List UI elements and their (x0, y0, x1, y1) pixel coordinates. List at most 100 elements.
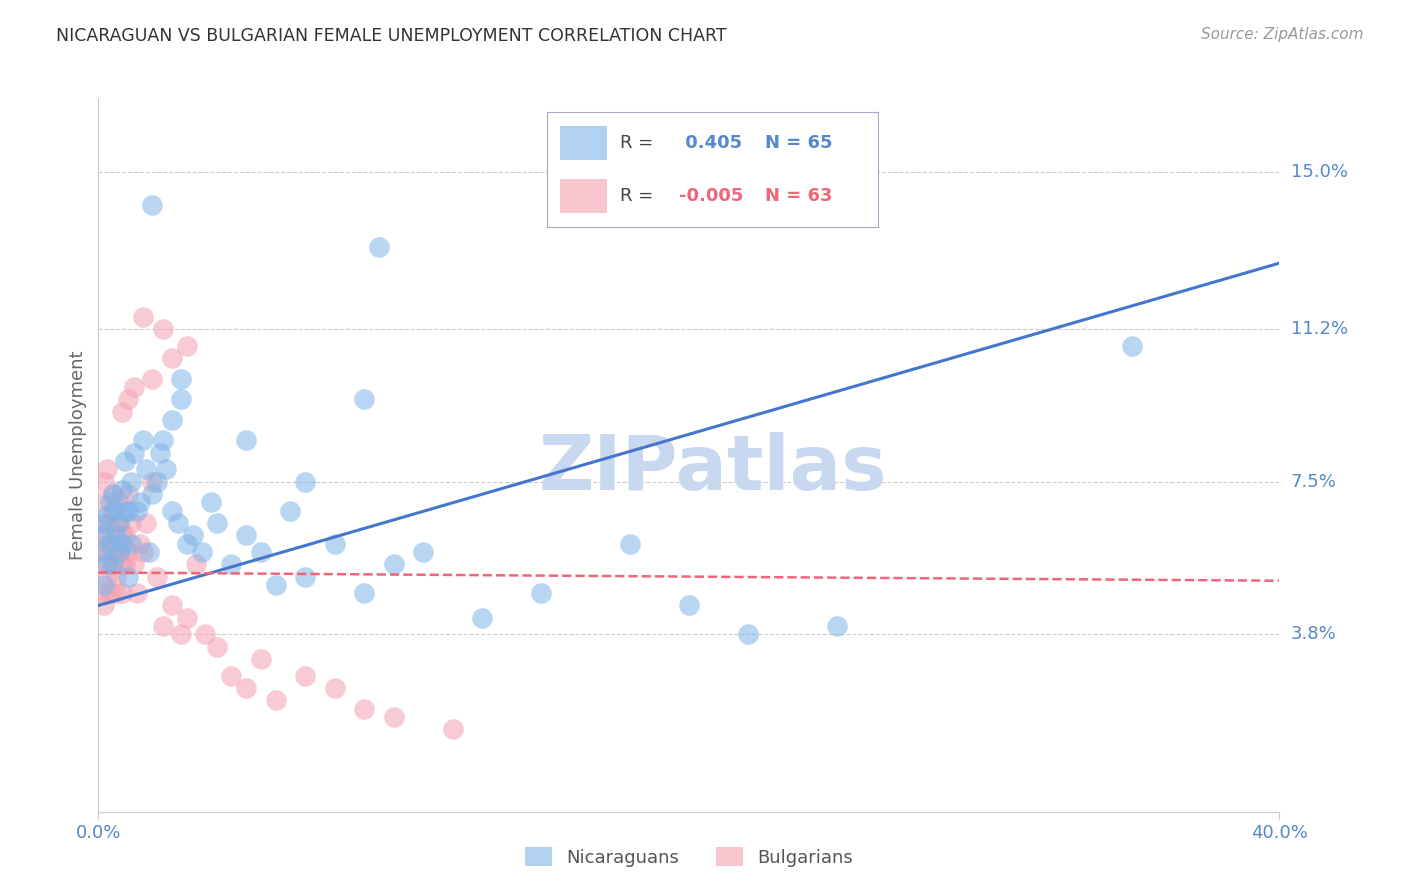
Point (176, 338, 198, 352)
Point (122, 380, 145, 394)
Point (141, 198, 163, 212)
Point (264, 578, 287, 592)
Point (114, 454, 136, 468)
Point (120, 516, 142, 530)
Point (103, 487, 125, 501)
Point (205, 516, 228, 530)
Point (149, 446, 172, 460)
Point (382, 558, 405, 572)
Point (264, 693, 287, 707)
Point (1121, 338, 1143, 352)
Point (108, 545, 131, 559)
Point (98, 536, 121, 550)
Y-axis label: Female Unemployment: Female Unemployment (69, 351, 87, 559)
Point (90, 495, 112, 509)
Point (191, 545, 214, 559)
Point (353, 392, 375, 407)
Point (155, 462, 177, 476)
Point (90, 586, 112, 600)
Point (90, 558, 112, 572)
Point (117, 545, 139, 559)
Point (323, 536, 346, 550)
Point (96, 516, 118, 530)
Point (141, 475, 163, 489)
Point (105, 586, 128, 600)
Point (825, 619, 848, 633)
Point (105, 536, 128, 550)
Point (111, 536, 134, 550)
Point (162, 503, 183, 517)
Point (111, 586, 134, 600)
Text: 0.405: 0.405 (679, 134, 742, 153)
Point (90, 516, 112, 530)
Point (108, 545, 131, 559)
Point (278, 503, 302, 517)
Point (117, 569, 139, 583)
Point (105, 503, 128, 517)
Point (125, 503, 148, 517)
Point (170, 392, 193, 407)
Point (382, 710, 405, 724)
Point (93, 545, 115, 559)
Point (294, 475, 316, 489)
Point (111, 528, 134, 542)
Point (96, 462, 118, 476)
Point (619, 536, 641, 550)
Point (167, 516, 190, 530)
Point (250, 545, 273, 559)
Point (181, 528, 204, 542)
Point (678, 599, 700, 613)
Point (412, 545, 434, 559)
Point (117, 487, 139, 501)
Point (132, 310, 155, 324)
Point (146, 475, 169, 489)
Point (105, 569, 128, 583)
Point (141, 487, 163, 501)
Point (152, 434, 174, 448)
Point (170, 627, 193, 641)
Point (471, 611, 494, 625)
Point (441, 723, 464, 737)
Point (93, 528, 115, 542)
Point (93, 599, 115, 613)
Point (368, 239, 391, 253)
Point (114, 528, 136, 542)
Point (98, 558, 121, 572)
Point (90, 545, 112, 559)
Point (93, 475, 115, 489)
Point (108, 516, 131, 530)
Point (132, 434, 155, 448)
Point (135, 516, 157, 530)
Point (105, 528, 128, 542)
Point (114, 558, 136, 572)
Point (125, 586, 148, 600)
Legend: Nicaraguans, Bulgarians: Nicaraguans, Bulgarians (517, 840, 860, 874)
Text: NICARAGUAN VS BULGARIAN FEMALE UNEMPLOYMENT CORRELATION CHART: NICARAGUAN VS BULGARIAN FEMALE UNEMPLOYM… (56, 27, 727, 45)
Point (184, 558, 207, 572)
Point (200, 495, 222, 509)
Point (530, 586, 553, 600)
Point (141, 371, 163, 385)
Point (96, 536, 118, 550)
Point (98, 495, 121, 509)
Point (120, 475, 142, 489)
Point (96, 558, 118, 572)
Point (294, 668, 316, 682)
Point (132, 545, 155, 559)
Point (122, 558, 145, 572)
Point (103, 487, 125, 501)
Point (146, 569, 169, 583)
Point (138, 545, 160, 559)
Point (117, 392, 139, 407)
Point (235, 681, 257, 695)
Point (114, 503, 136, 517)
Point (108, 516, 131, 530)
Text: R =: R = (620, 186, 654, 205)
Point (176, 536, 198, 550)
Point (170, 371, 193, 385)
Bar (561, 126, 607, 161)
Point (323, 681, 346, 695)
Point (108, 495, 131, 509)
Text: N = 63: N = 63 (765, 186, 832, 205)
Point (235, 434, 257, 448)
